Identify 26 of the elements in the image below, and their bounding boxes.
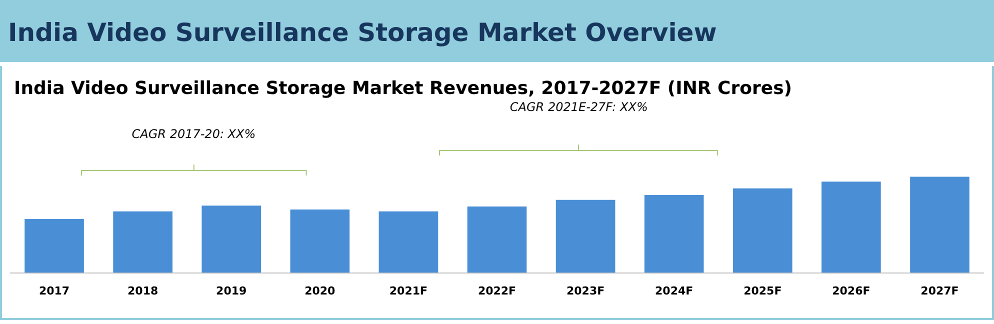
x-tick-label: 2021F — [389, 284, 428, 298]
bar — [644, 195, 704, 273]
x-tick-label: 2022F — [478, 284, 516, 298]
text: CAGR 2021E-27F: XX% — [510, 100, 648, 114]
bar — [290, 209, 350, 273]
bar — [822, 182, 881, 273]
x-tick-label: 2026F — [832, 284, 870, 298]
bar — [378, 211, 438, 273]
x-tick-label: 2020 — [304, 284, 336, 298]
x-tick-label: 2024F — [655, 284, 694, 298]
bar — [910, 176, 970, 273]
text: CAGR 2017-20: XX% — [132, 127, 256, 141]
bar — [467, 206, 527, 273]
bar — [113, 211, 172, 273]
x-tick-label: 2017 — [38, 284, 70, 298]
x-tick-label: 2018 — [128, 284, 158, 298]
x-tick-label: 2023F — [566, 284, 605, 298]
bar — [732, 188, 792, 273]
chart-title: India Video Surveillance Storage Market Overview — [8, 18, 717, 47]
x-tick-label: 2019 — [216, 284, 247, 298]
chart-subtitle: India Video Surveillance Storage Market Revenues, 2017-2027F (INR Crores) — [14, 78, 792, 99]
x-tick-label: 2027F — [920, 284, 959, 298]
x-tick-label: 2025F — [744, 284, 782, 298]
bar — [556, 200, 616, 273]
bar — [24, 219, 84, 273]
bar — [202, 206, 262, 273]
